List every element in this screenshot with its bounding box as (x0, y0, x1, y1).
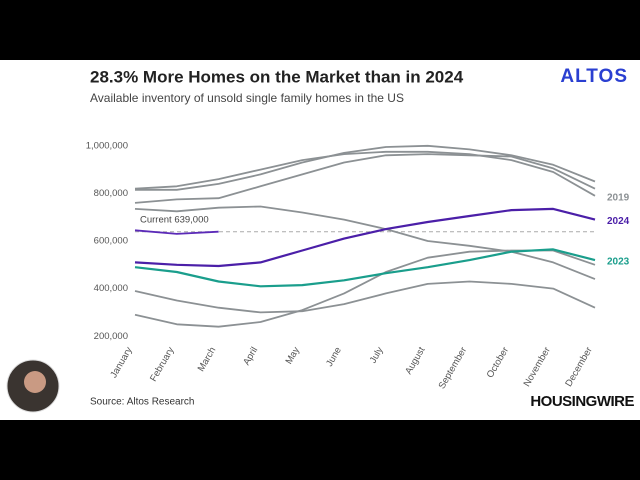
webcam-face (24, 371, 46, 393)
series-line (134, 153, 596, 204)
legend-label: 2019 (607, 192, 630, 203)
series-line (134, 205, 596, 280)
series-line (135, 144, 596, 191)
legend-label: 2024 (607, 216, 630, 227)
series-line (134, 150, 596, 197)
brand: HOUSINGWIRE (530, 393, 634, 410)
y-tick-label: 1,000,000 (86, 140, 128, 151)
logo: ALTOS (560, 66, 628, 87)
series-line (134, 280, 596, 314)
slide (0, 60, 640, 420)
y-tick-label: 800,000 (94, 188, 128, 199)
chart-title: 28.3% More Homes on the Market than in 2… (90, 67, 464, 86)
y-tick-label: 400,000 (94, 283, 128, 294)
annotation: Current 639,000 (140, 214, 209, 225)
source: Source: Altos Research (90, 397, 195, 408)
series-line (134, 229, 219, 235)
series-line (134, 248, 596, 288)
y-tick-label: 600,000 (94, 236, 128, 247)
legend-label: 2023 (607, 257, 630, 268)
y-tick-label: 200,000 (94, 331, 128, 342)
series-line (134, 207, 596, 268)
chart-subtitle: Available inventory of unsold single fam… (90, 91, 404, 105)
